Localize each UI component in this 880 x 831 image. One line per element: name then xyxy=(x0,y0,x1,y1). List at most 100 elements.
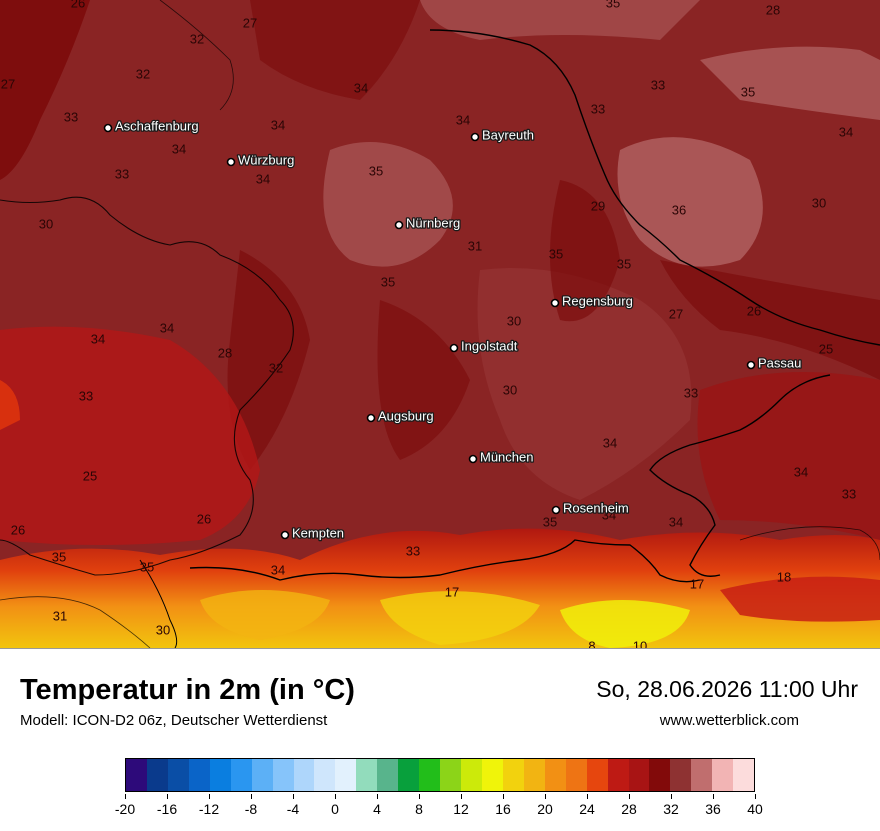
city-dot-icon xyxy=(748,362,755,369)
city-marker[interactable]: Rosenheim xyxy=(553,500,629,515)
city-marker[interactable]: Ingolstadt xyxy=(451,338,518,353)
city-dot-icon xyxy=(396,222,403,229)
legend-tick-mark xyxy=(629,794,630,799)
temperature-value: 35 xyxy=(606,0,620,10)
temperature-value: 35 xyxy=(617,256,631,271)
legend-color-swatch xyxy=(503,759,524,791)
legend-color-swatch xyxy=(691,759,712,791)
legend-tick-mark xyxy=(167,794,168,799)
city-dot-icon xyxy=(470,456,477,463)
city-label: Nürnberg xyxy=(406,215,460,230)
legend-color-swatch xyxy=(356,759,377,791)
legend-color-swatch xyxy=(482,759,503,791)
legend-tick-mark xyxy=(671,794,672,799)
temperature-value: 26 xyxy=(197,511,211,526)
city-marker[interactable]: Aschaffenburg xyxy=(105,118,199,133)
legend-tick-label: 8 xyxy=(415,801,423,817)
legend-color-swatch xyxy=(147,759,168,791)
legend-color-swatch xyxy=(733,759,754,791)
legend-tick-mark xyxy=(545,794,546,799)
legend-tick-label: 12 xyxy=(453,801,469,817)
footer: Temperatur in 2m (in °C) Modell: ICON-D2… xyxy=(0,648,880,831)
city-label: Bayreuth xyxy=(482,127,534,142)
legend-color-swatch xyxy=(335,759,356,791)
temperature-value: 35 xyxy=(741,84,755,99)
temperature-value: 34 xyxy=(794,464,808,479)
temperature-value: 35 xyxy=(543,514,557,529)
temperature-value: 25 xyxy=(819,341,833,356)
legend-tick-label: -16 xyxy=(157,801,177,817)
legend-color-swatch xyxy=(294,759,315,791)
city-dot-icon xyxy=(472,134,479,141)
city-marker[interactable]: Regensburg xyxy=(552,293,633,308)
temperature-value: 27 xyxy=(669,306,683,321)
temperature-value: 32 xyxy=(269,360,283,375)
temperature-value: 35 xyxy=(369,163,383,178)
legend-tick-mark xyxy=(293,794,294,799)
legend-color-swatch xyxy=(566,759,587,791)
temperature-value: 33 xyxy=(115,166,129,181)
temperature-value: 27 xyxy=(1,76,15,91)
model-info: Modell: ICON-D2 06z, Deutscher Wetterdie… xyxy=(20,712,327,729)
legend-tick-mark xyxy=(335,794,336,799)
legend-tick-mark xyxy=(461,794,462,799)
temperature-value: 31 xyxy=(468,238,482,253)
color-legend xyxy=(125,758,755,792)
temperature-value: 33 xyxy=(406,543,420,558)
legend-tick-mark xyxy=(377,794,378,799)
legend-color-swatch xyxy=(524,759,545,791)
temperature-value: 33 xyxy=(842,486,856,501)
legend-tick-mark xyxy=(419,794,420,799)
legend-tick-label: 32 xyxy=(663,801,679,817)
city-dot-icon xyxy=(451,345,458,352)
legend-color-swatch xyxy=(273,759,294,791)
legend-color-swatch xyxy=(608,759,629,791)
city-label: Regensburg xyxy=(562,293,633,308)
city-marker[interactable]: Augsburg xyxy=(368,408,434,423)
legend-tick-mark xyxy=(713,794,714,799)
temperature-value: 25 xyxy=(83,468,97,483)
temperature-value: 34 xyxy=(256,171,270,186)
city-marker[interactable]: Nürnberg xyxy=(396,215,461,230)
city-dot-icon xyxy=(368,415,375,422)
legend-tick-label: -4 xyxy=(287,801,299,817)
legend-color-swatch xyxy=(670,759,691,791)
temperature-value: 30 xyxy=(156,622,170,637)
legend-color-swatch xyxy=(419,759,440,791)
legend-tick-label: 40 xyxy=(747,801,763,817)
temperature-value: 30 xyxy=(39,216,53,231)
city-label: Aschaffenburg xyxy=(115,118,199,133)
legend-color-swatch xyxy=(398,759,419,791)
legend-tick-label: 4 xyxy=(373,801,381,817)
temperature-value: 29 xyxy=(591,198,605,213)
legend-tick-label: 28 xyxy=(621,801,637,817)
temperature-value: 26 xyxy=(71,0,85,10)
temperature-value: 34 xyxy=(91,331,105,346)
legend-tick-mark xyxy=(125,794,126,799)
warm-zone-southeast xyxy=(698,372,880,540)
city-label: München xyxy=(480,449,533,464)
temperature-value: 32 xyxy=(136,66,150,81)
city-marker[interactable]: München xyxy=(470,449,534,464)
temperature-value: 30 xyxy=(503,382,517,397)
legend-color-swatch xyxy=(377,759,398,791)
temperature-value: 33 xyxy=(591,101,605,116)
city-label: Augsburg xyxy=(378,408,434,423)
temperature-value: 33 xyxy=(684,385,698,400)
temperature-value: 35 xyxy=(52,549,66,564)
website-link[interactable]: www.wetterblick.com xyxy=(660,712,799,729)
legend-color-swatch xyxy=(461,759,482,791)
temperature-value: 34 xyxy=(839,124,853,139)
legend-tick-mark xyxy=(209,794,210,799)
legend-tick-mark xyxy=(587,794,588,799)
legend-color-swatch xyxy=(189,759,210,791)
temperature-value: 31 xyxy=(53,608,67,623)
legend-tick-mark xyxy=(755,794,756,799)
legend-color-swatch xyxy=(440,759,461,791)
temperature-value: 34 xyxy=(271,117,285,132)
city-marker[interactable]: Würzburg xyxy=(228,152,295,167)
temperature-value: 32 xyxy=(190,31,204,46)
temperature-value: 26 xyxy=(747,303,761,318)
legend-tick-label: 36 xyxy=(705,801,721,817)
